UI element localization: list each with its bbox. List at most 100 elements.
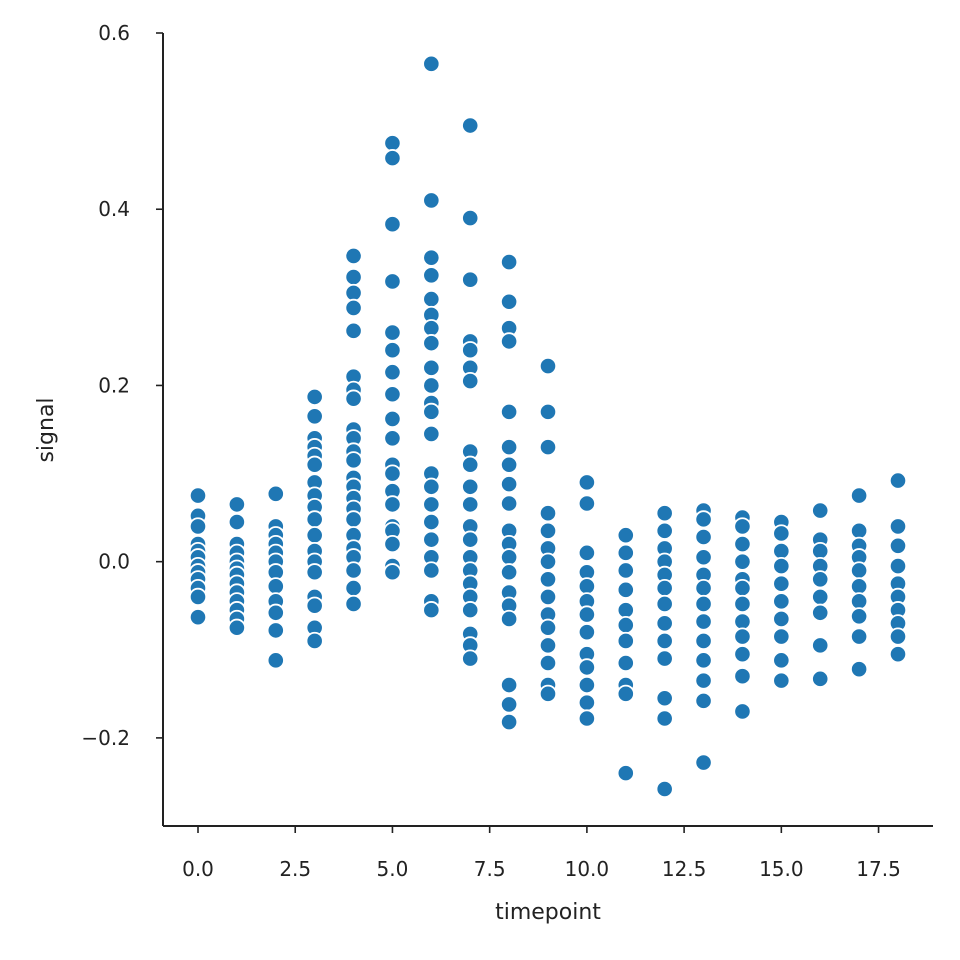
data-point (850, 486, 869, 505)
data-point (422, 424, 441, 444)
x-axis-title: timepoint (495, 900, 601, 925)
data-point (227, 618, 246, 637)
data-point (383, 134, 402, 153)
data-point (461, 371, 480, 391)
data-point (422, 376, 441, 395)
data-point (577, 693, 596, 712)
data-point (344, 321, 363, 340)
data-point (850, 627, 869, 646)
data-point (188, 486, 208, 505)
data-point (888, 627, 908, 646)
data-point (461, 208, 480, 228)
x-tick-label: 12.5 (662, 857, 707, 881)
data-point (500, 675, 519, 695)
data-point (500, 402, 519, 421)
data-point (538, 552, 558, 571)
data-point (733, 627, 752, 646)
data-point (383, 495, 402, 514)
data-point (694, 548, 713, 567)
data-point (811, 669, 830, 688)
data-point (811, 636, 830, 655)
data-point (655, 578, 674, 598)
data-point (344, 594, 363, 614)
data-point (772, 627, 791, 646)
data-point (188, 587, 208, 607)
data-point (616, 561, 635, 580)
data-point (305, 563, 324, 582)
data-point (577, 658, 596, 677)
data-point (616, 543, 635, 562)
data-point (694, 651, 713, 670)
data-point (850, 607, 869, 626)
data-point (344, 510, 363, 529)
data-point (616, 653, 635, 673)
data-point (422, 191, 441, 210)
data-point (461, 530, 480, 549)
data-point (188, 608, 208, 627)
data-point (538, 504, 558, 523)
data-point (461, 270, 480, 289)
data-point (772, 592, 791, 611)
data-point (616, 631, 635, 651)
data-point (811, 603, 830, 622)
data-point (383, 272, 402, 291)
data-point (461, 495, 480, 514)
data-point (344, 578, 363, 598)
data-point (850, 577, 869, 596)
data-point (344, 246, 363, 266)
data-point (733, 517, 752, 536)
data-point (500, 438, 519, 457)
data-point (422, 495, 441, 514)
y-tick-label: 0.0 (98, 550, 130, 574)
data-point (811, 541, 830, 561)
data-point (655, 521, 674, 540)
data-point (383, 341, 402, 360)
data-point (422, 530, 441, 549)
data-point (500, 695, 519, 714)
data-point (772, 609, 791, 629)
data-point (538, 618, 558, 637)
data-point (888, 645, 908, 664)
data-point (461, 649, 480, 668)
data-point (616, 684, 635, 703)
data-point (538, 653, 558, 673)
data-point (422, 54, 441, 73)
data-point (733, 702, 752, 721)
y-tick-label: 0.6 (98, 21, 130, 45)
data-point (344, 298, 363, 318)
data-point (500, 475, 519, 494)
data-point (616, 764, 635, 783)
data-point (383, 563, 402, 582)
data-point (305, 510, 324, 529)
data-point (655, 594, 674, 614)
data-point (305, 631, 324, 651)
data-point (811, 501, 830, 520)
data-point (694, 612, 713, 631)
data-point (383, 215, 402, 234)
data-point (577, 543, 596, 562)
data-point (850, 521, 869, 540)
data-point (733, 645, 752, 664)
data-point (383, 534, 402, 554)
data-point (577, 709, 596, 728)
data-point (694, 527, 713, 547)
data-point (422, 561, 441, 580)
data-point (344, 451, 363, 470)
x-tick-label: 17.5 (856, 857, 901, 881)
data-point (772, 541, 791, 561)
data-point (616, 616, 635, 635)
data-point (500, 563, 519, 582)
data-point (305, 526, 324, 545)
data-point (305, 387, 324, 406)
data-point (538, 356, 558, 376)
data-point (772, 524, 791, 543)
data-point (305, 455, 324, 474)
data-point (655, 614, 674, 633)
x-tick-label: 5.0 (377, 857, 409, 881)
data-point (461, 455, 480, 474)
data-point (383, 149, 402, 168)
x-tick-label: 10.0 (565, 857, 610, 881)
data-point (461, 601, 480, 620)
data-point (538, 570, 558, 589)
data-point (733, 667, 752, 686)
